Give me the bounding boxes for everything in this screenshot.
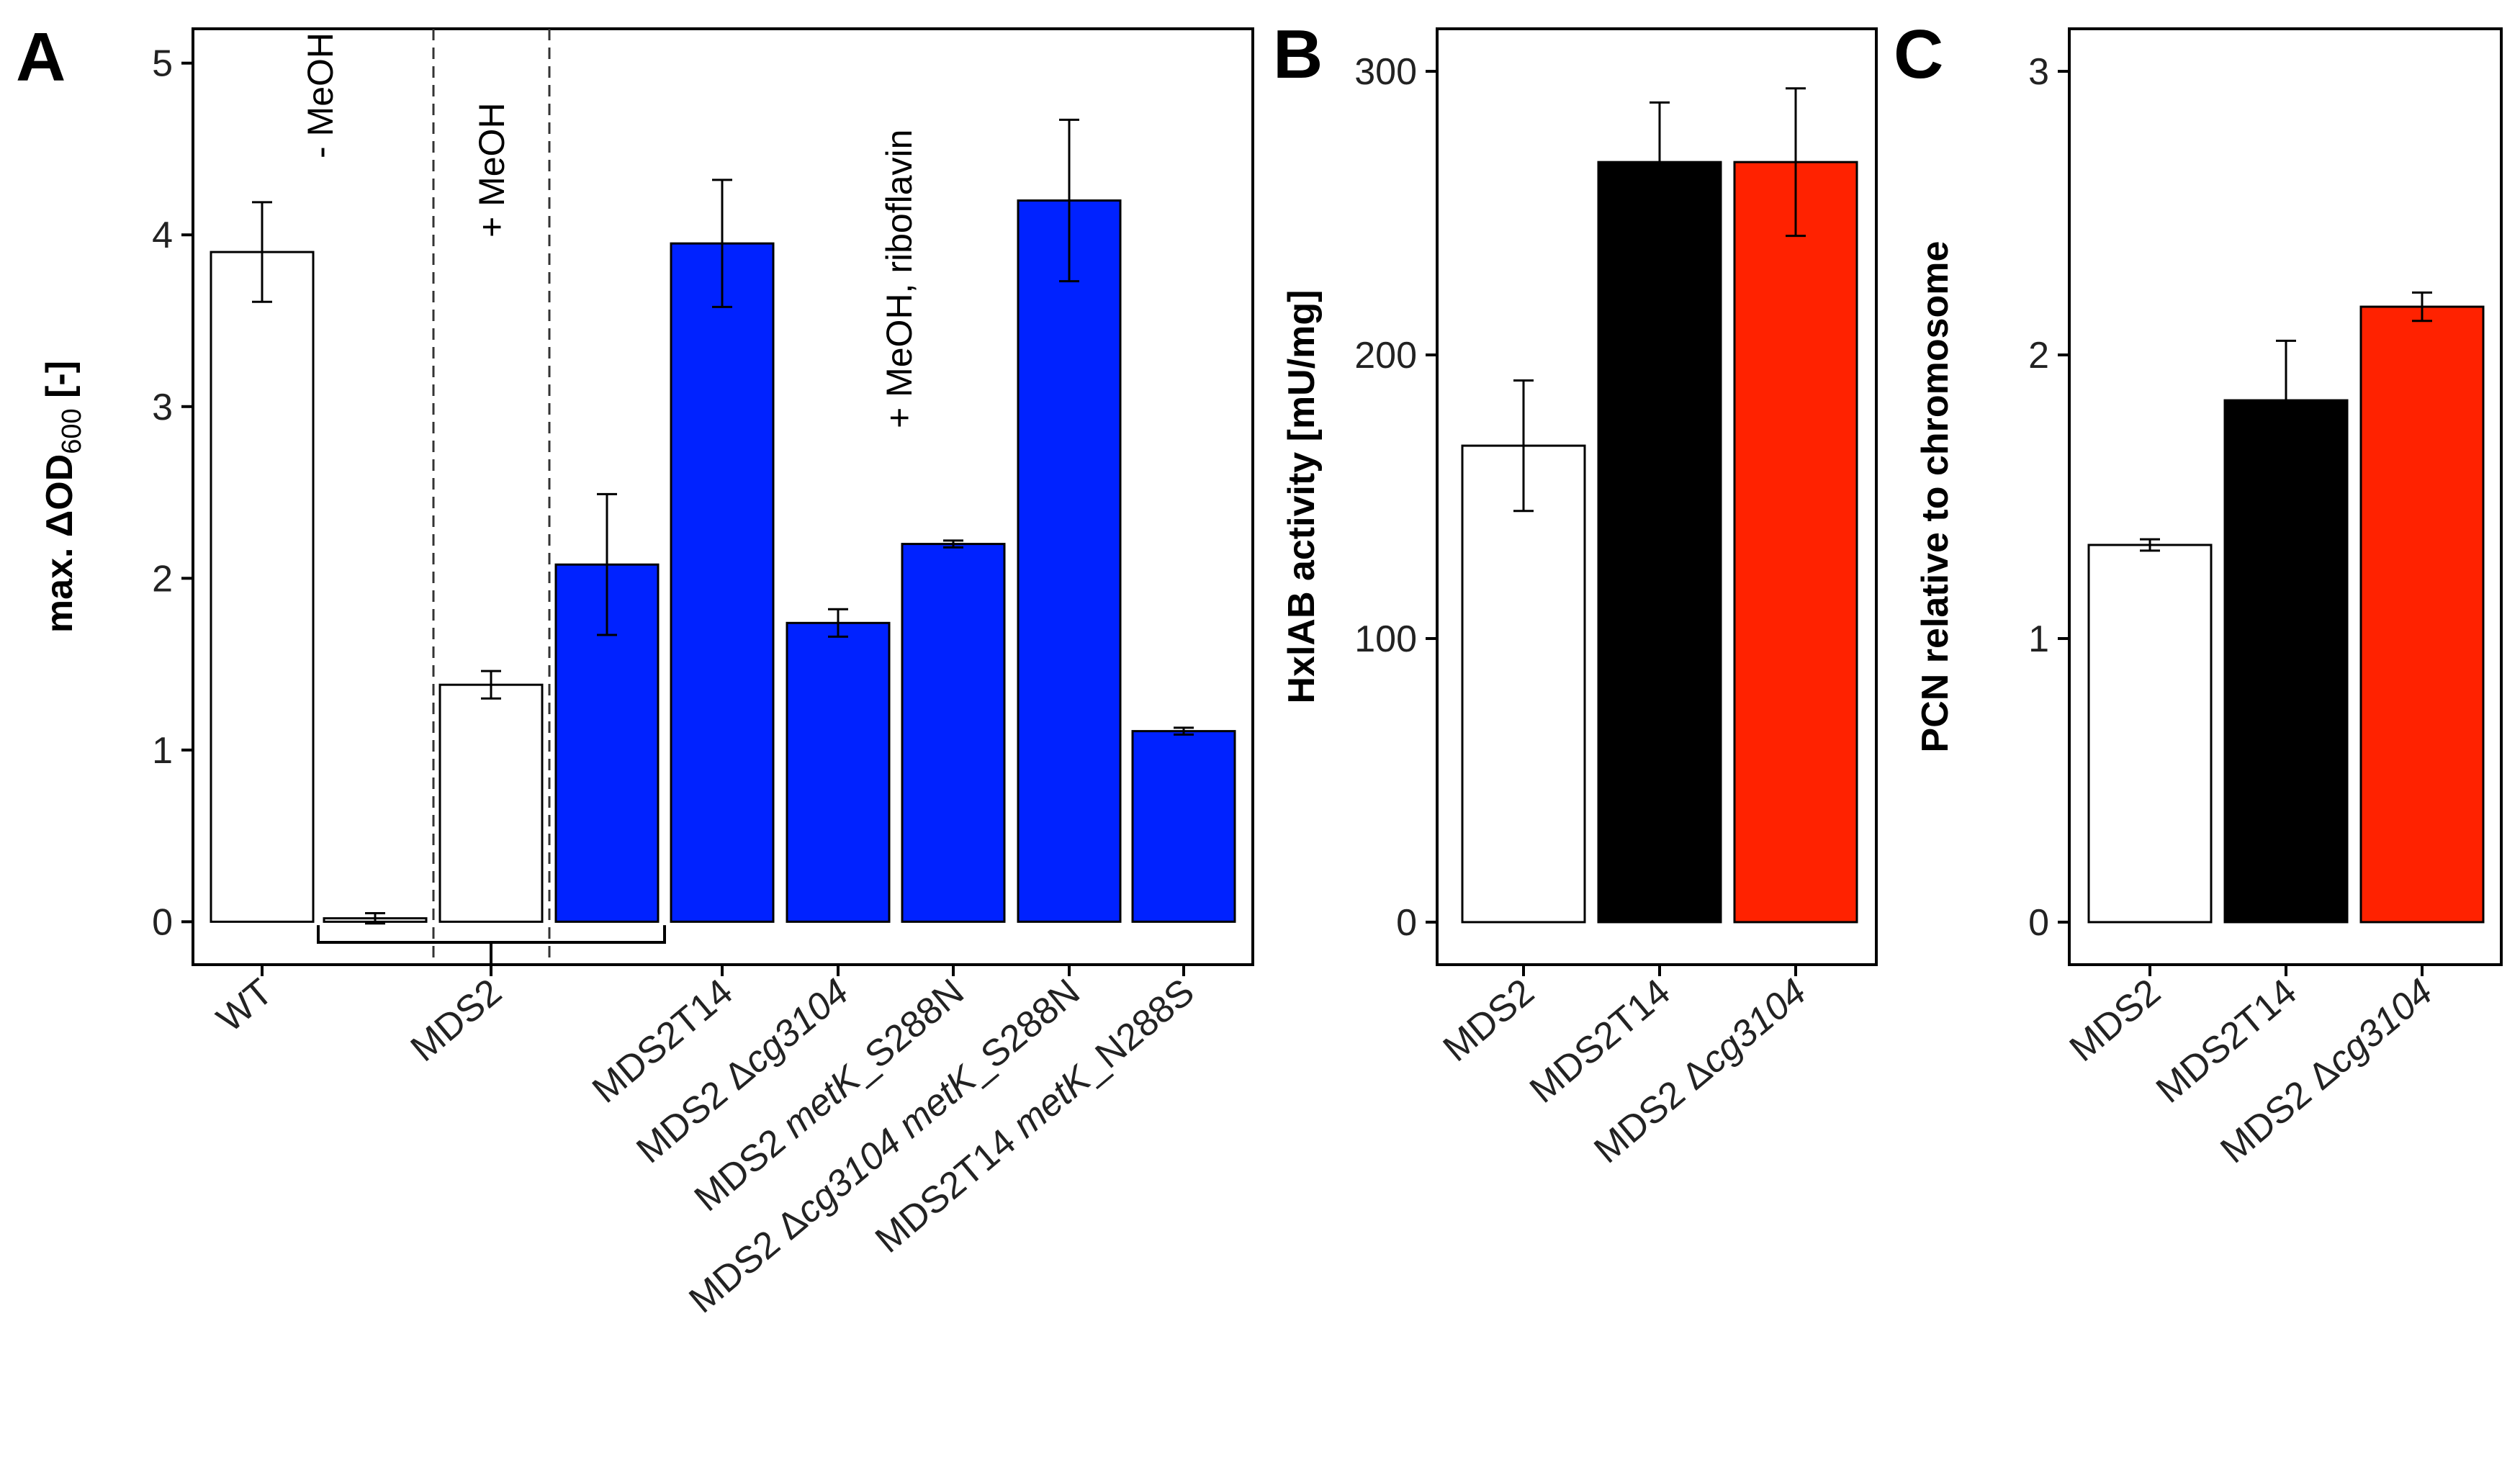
panel-c-y-axis: 0 1 2 3 [2028, 51, 2069, 944]
y-tick-label: 3 [2028, 51, 2049, 93]
y-tick-label: 2 [2028, 335, 2049, 377]
x-tick-label: WT [210, 971, 281, 1040]
bar [1017, 199, 1122, 923]
bar [786, 621, 891, 923]
panel-a-y-title: max. ΔOD600 [-] [39, 361, 87, 633]
y-tick-label: 5 [152, 43, 173, 85]
bar [901, 543, 1006, 923]
panel-c-bars [2087, 291, 2485, 924]
bar [2223, 399, 2349, 924]
bar [1131, 730, 1236, 923]
panel-b-y-title: HxlAB activity [mU/mg] [1281, 290, 1323, 704]
y-tick-label: 0 [2028, 902, 2049, 944]
x-tick-label: MDS2 [1436, 971, 1542, 1070]
y-tick-label: 4 [152, 215, 173, 256]
bar [210, 251, 315, 923]
y-tick-label: 2 [152, 558, 173, 600]
bar [1733, 161, 1858, 924]
y-tick-label: 300 [1354, 51, 1417, 93]
mds2-group-bracket [317, 925, 666, 944]
panel-c-letter: C [1894, 16, 1943, 93]
panel-a-letter: A [16, 19, 66, 96]
panel-b-y-axis: 0 100 200 300 [1354, 51, 1437, 944]
x-tick-label: MDS2 [2062, 971, 2169, 1070]
panel-b-letter: B [1273, 16, 1323, 93]
y-tick-label: 1 [2028, 618, 2049, 660]
y-tick-label: 0 [152, 901, 173, 943]
y-tick-label: 3 [152, 387, 173, 428]
bar [2087, 544, 2213, 924]
bar [438, 683, 544, 923]
panel-a-bars [210, 29, 1236, 965]
annotation-minus-meoh: - MeOH [300, 32, 341, 158]
x-tick-label: MDS2 [403, 971, 510, 1070]
bar [1461, 444, 1586, 924]
bar [2359, 305, 2485, 924]
y-tick-label: 100 [1354, 618, 1417, 660]
panel-b-frame [1436, 27, 1878, 966]
panel-b-bars [1461, 87, 1858, 924]
panel-c-y-title: PCN relative to chromosome [1914, 241, 1956, 753]
y-tick-label: 200 [1354, 335, 1417, 377]
annotation-plus-meoh: + MeOH [472, 102, 512, 238]
panel-a-y-axis: 0 1 2 3 4 5 [152, 43, 193, 943]
bar [1597, 161, 1722, 924]
bar [670, 242, 775, 923]
y-tick-label: 0 [1396, 902, 1417, 944]
annotation-meoh-riboflavin: + MeOH, riboflavin [879, 130, 919, 428]
y-tick-label: 1 [152, 730, 173, 772]
